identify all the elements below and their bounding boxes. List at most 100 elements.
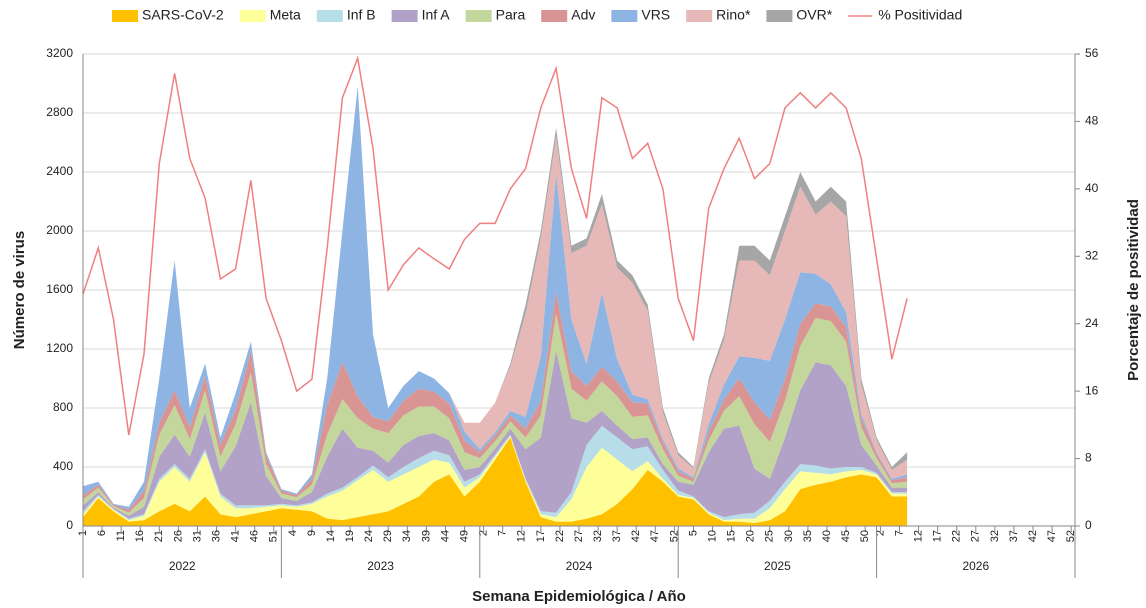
legend-label: Rino*: [716, 7, 751, 23]
x-tick-label: 21: [153, 530, 165, 542]
x-tick-label: 2: [478, 530, 490, 536]
x-tick-label: 22: [554, 530, 566, 542]
y2-tick-label: 56: [1085, 46, 1099, 60]
legend-label: SARS-CoV-2: [142, 7, 224, 23]
x-tick-label: 37: [1008, 530, 1020, 542]
area: [83, 86, 908, 507]
legend-label: VRS: [641, 7, 670, 23]
x-tick-label: 49: [458, 530, 470, 542]
x-tick-label: 11: [115, 530, 127, 541]
legend-item: Inf A: [391, 7, 451, 23]
year-label: 2025: [764, 559, 791, 573]
legend-swatch: [316, 10, 343, 22]
x-tick-label: 9: [306, 530, 318, 536]
year-label: 2023: [367, 559, 394, 573]
legend-label: Inf A: [422, 7, 451, 23]
legend-item: OVR*: [766, 7, 833, 23]
y2-tick-label: 8: [1085, 451, 1092, 465]
x-tick-label: 22: [951, 530, 963, 542]
x-tick-label: 29: [382, 530, 394, 542]
x-tick-label: 31: [191, 530, 203, 542]
x-tick-label: 42: [1027, 530, 1039, 542]
y2-tick-label: 32: [1085, 248, 1099, 262]
legend-label: OVR*: [796, 7, 832, 23]
plot-area: [83, 53, 1075, 527]
area: [83, 350, 908, 519]
x-tick-label: 7: [497, 530, 509, 536]
y-tick-label: 2800: [46, 105, 73, 119]
area: [83, 437, 908, 526]
line: [82, 55, 908, 436]
legend-swatch: [391, 10, 418, 22]
x-tick-label: 52: [1065, 530, 1077, 542]
legend-item: Para: [465, 7, 525, 23]
y-tick-label: 3200: [46, 46, 73, 60]
x-tick-label: 30: [783, 530, 795, 542]
x-tick-label: 2: [874, 530, 886, 536]
x-tick-label: 24: [363, 530, 375, 542]
legend-swatch: [465, 10, 492, 22]
legend-item: SARS-CoV-2: [112, 7, 224, 23]
legend-item: % Positividad: [848, 7, 962, 23]
x-tick-label: 46: [249, 530, 261, 542]
x-axis-title: Semana Epidemiológica / Año: [472, 588, 686, 605]
x-tick-label: 32: [592, 530, 604, 542]
legend-item: VRS: [611, 7, 670, 23]
legend: SARS-CoV-2 Meta Inf B Inf A Para Adv VRS Rino* O…: [112, 7, 962, 23]
x-tick-label: 16: [134, 530, 146, 542]
x-tick-label: 50: [859, 530, 871, 542]
x-tick-label: 32: [989, 530, 1001, 542]
x-tick-label: 45: [840, 530, 852, 542]
legend-label: Meta: [270, 7, 301, 23]
area: [83, 313, 908, 516]
y-tick-label: 2400: [46, 164, 73, 178]
x-tick-label: 47: [649, 530, 661, 542]
year-label: 2024: [566, 559, 593, 573]
x-tick-label: 12: [516, 530, 528, 542]
x-tick-label: 15: [726, 530, 738, 542]
legend-item: Adv: [541, 7, 595, 23]
legend-swatch: [766, 10, 793, 22]
x-tick-label: 7: [893, 530, 905, 536]
year-label: 2026: [962, 559, 989, 573]
x-tick-label: 14: [325, 530, 337, 542]
legend-swatch: [541, 10, 568, 22]
x-tick-label: 17: [932, 530, 944, 542]
x-tick-label: 25: [764, 530, 776, 542]
legend-item: Rino*: [686, 7, 751, 23]
x-tick-label: 40: [821, 530, 833, 542]
x-tick-label: 27: [970, 530, 982, 542]
x-tick-label: 52: [668, 530, 680, 542]
x-tick-label: 10: [706, 530, 718, 542]
legend-swatch: [112, 10, 138, 22]
y-tick-label: 2000: [46, 223, 73, 237]
x-tick-label: 39: [420, 530, 432, 542]
legend-label: Inf B: [347, 7, 376, 23]
x-tick-label: 36: [210, 530, 222, 542]
legend-label: % Positividad: [878, 7, 962, 23]
y2-tick-label: 16: [1085, 383, 1099, 397]
x-tick-label: 12: [912, 530, 924, 542]
legend-item: Inf B: [316, 7, 376, 23]
legend-swatch: [686, 10, 713, 22]
legend-item: Meta: [239, 7, 301, 23]
x-tick-label: 5: [687, 530, 699, 536]
x-tick-label: 44: [439, 530, 451, 542]
legend-label: Adv: [571, 7, 595, 23]
x-tick-label: 47: [1046, 530, 1058, 542]
y-tick-label: 800: [53, 400, 73, 414]
y-tick-label: 1200: [46, 341, 73, 355]
y2-tick-label: 40: [1085, 181, 1099, 195]
y2-tick-label: 48: [1085, 114, 1099, 128]
year-label: 2022: [169, 559, 196, 573]
x-tick-label: 42: [630, 530, 642, 542]
x-tick-label: 41: [230, 530, 242, 542]
y-tick-label: 0: [66, 518, 73, 532]
x-tick-label: 4: [287, 530, 299, 536]
x-tick-label: 34: [401, 530, 413, 542]
x-tick-label: 20: [745, 530, 757, 542]
y2-tick-label: 24: [1085, 316, 1099, 330]
x-tick-label: 51: [268, 530, 280, 542]
legend-swatch: [239, 10, 266, 22]
